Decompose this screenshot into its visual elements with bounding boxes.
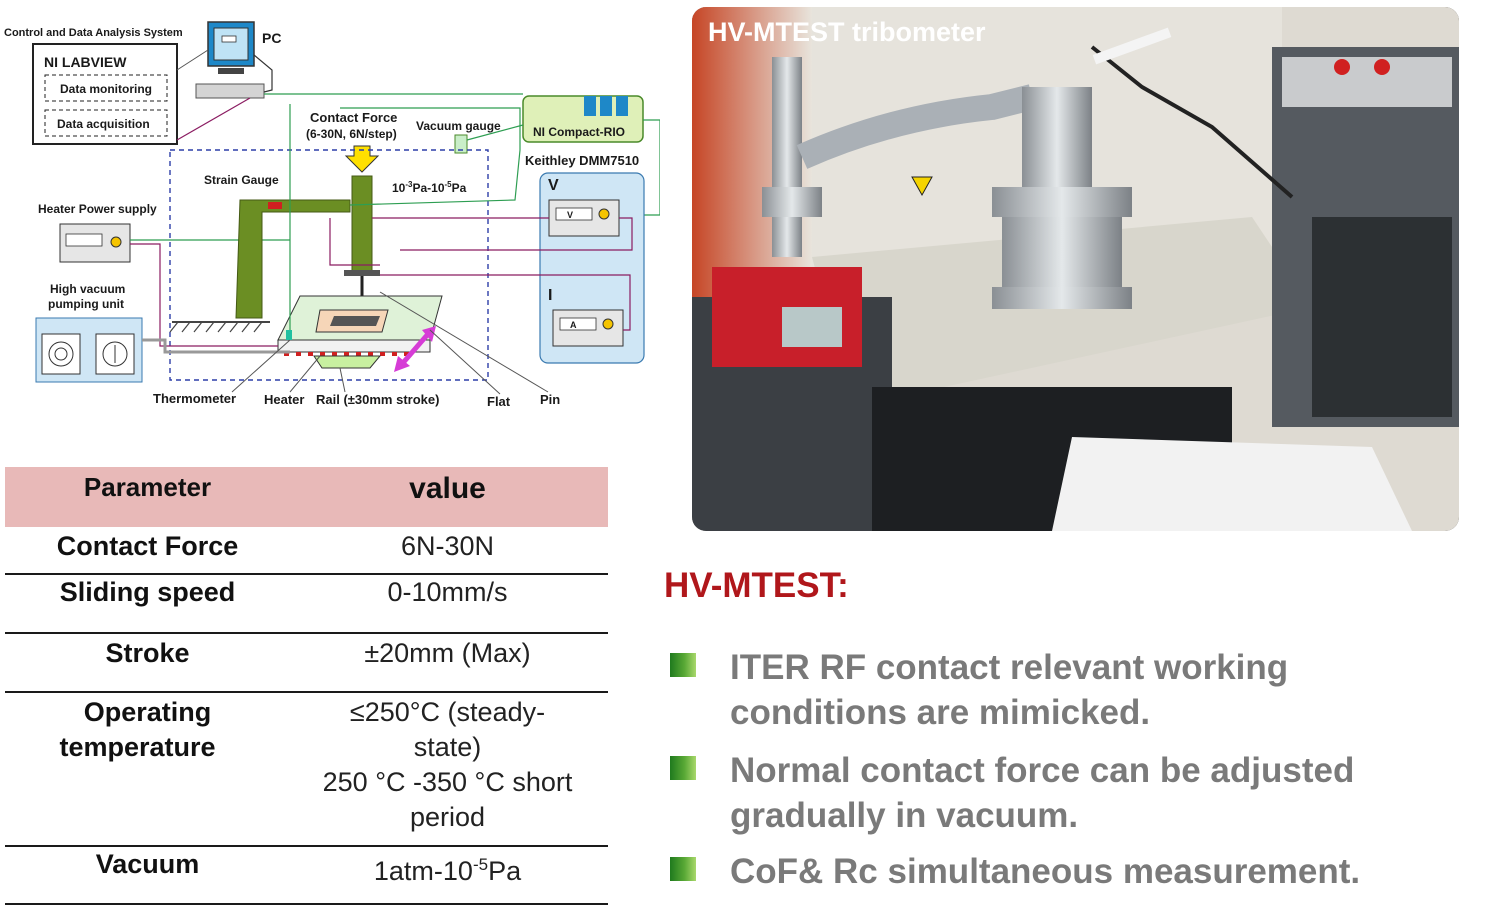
param-vacuum: Vacuum [95, 849, 200, 879]
value-stroke: ±20mm (Max) [364, 638, 531, 668]
pc-icon [195, 21, 265, 99]
thermometer-label: Thermometer [153, 391, 236, 406]
i-label: I [548, 287, 552, 304]
flat-label: Flat [487, 394, 511, 409]
high-vacuum-label-2: pumping unit [48, 297, 124, 311]
table-row: Contact Force 6N-30N [5, 527, 608, 573]
v-display: V [567, 210, 573, 220]
summary-title: HV-MTEST: [664, 566, 849, 605]
vacuum-gauge-label: Vacuum gauge [416, 119, 501, 133]
value-operating-3: 250 °C -350 °C short [322, 767, 573, 797]
photo-title: HV-MTEST tribometer [708, 17, 986, 47]
keithley-label: Keithley DMM7510 [525, 153, 639, 168]
heater-label: Heater [264, 392, 304, 407]
bullet-square-icon [670, 857, 696, 881]
value-operating-2: state) [413, 732, 482, 762]
ni-compact-rio-label: NI Compact-RIO [533, 125, 625, 139]
v-label: V [548, 177, 559, 194]
table-row: Operating temperature ≤250°C (steady- st… [5, 691, 608, 845]
control-system-label: Control and Data Analysis System [4, 27, 183, 39]
contact-force-label: Contact Force [310, 110, 397, 125]
table-row: Stroke ±20mm (Max) [5, 632, 608, 691]
parameter-table: Parameter value Contact Force 6N-30N Sli… [5, 467, 608, 905]
contact-force-range: (6-30N, 6N/step) [306, 127, 397, 141]
pc-label: PC [262, 30, 281, 46]
bullet-square-icon [670, 653, 696, 677]
bullet-text: CoF& Rc simultaneous measurement. [730, 852, 1361, 891]
data-acquisition-label: Data acquisition [57, 117, 150, 131]
value-operating-4: period [409, 802, 486, 832]
bullet-square-icon [670, 756, 696, 780]
heater-power-label: Heater Power supply [38, 202, 157, 216]
header-parameter: Parameter [83, 472, 212, 502]
pressure-label: 10-3Pa-10-5Pa [392, 180, 467, 195]
data-monitoring-label: Data monitoring [60, 82, 152, 96]
param-operating-1: Operating [83, 697, 212, 727]
rail-label: Rail (±30mm stroke) [316, 392, 439, 407]
param-stroke: Stroke [105, 638, 190, 668]
param-operating-2: temperature [59, 732, 216, 762]
table-header: Parameter value [5, 467, 608, 527]
table-row: Vacuum 1atm-10-5Pa [5, 845, 608, 903]
param-contact-force: Contact Force [56, 531, 239, 561]
setup-schematic: PC Control and Data Analysis System NI L… [4, 21, 660, 409]
force-arrow-icon [344, 145, 380, 173]
tribometer-photo-image [692, 7, 1459, 531]
param-sliding-speed: Sliding speed [59, 577, 236, 607]
table-row: Sliding speed 0-10mm/s [5, 573, 608, 632]
value-vacuum: 1atm-10-5Pa [373, 855, 522, 886]
a-display: A [570, 320, 577, 330]
value-contact-force: 6N-30N [400, 531, 495, 561]
header-value: value [409, 472, 486, 505]
bullet-text: Normal contact force can be adjusted gra… [730, 751, 1355, 835]
high-vacuum-label-1: High vacuum [50, 282, 125, 296]
tribometer-photo: HV-MTEST tribometer [692, 7, 1459, 531]
value-sliding-speed: 0-10mm/s [387, 577, 508, 607]
value-operating-1: ≤250°C (steady- [349, 697, 546, 727]
bullet-text: ITER RF contact relevant working conditi… [730, 648, 1289, 732]
pin-label: Pin [540, 392, 560, 407]
strain-gauge-label: Strain Gauge [204, 173, 279, 187]
labview-label: NI LABVIEW [44, 54, 127, 70]
table-bottom-rule [5, 903, 608, 905]
